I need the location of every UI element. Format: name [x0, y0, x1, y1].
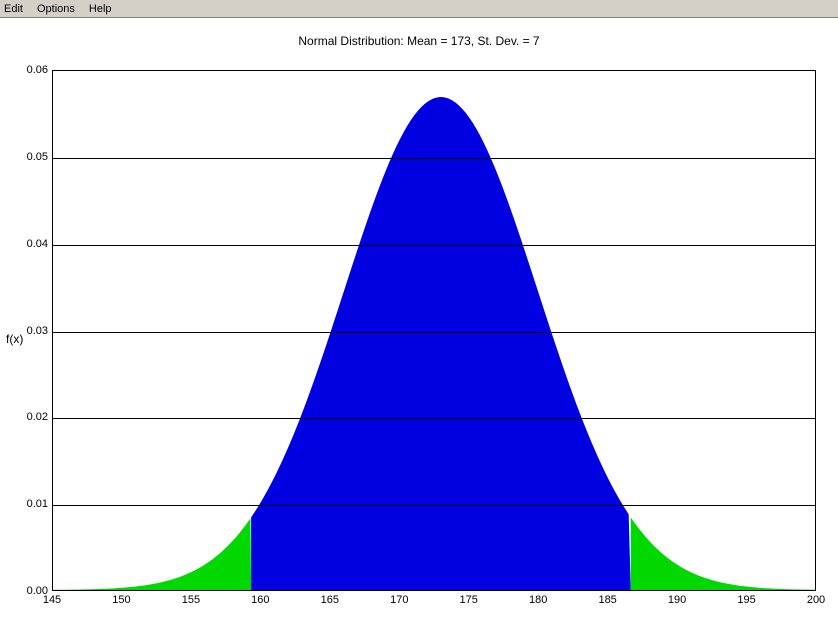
y-tick-label: 0.00 [6, 585, 48, 597]
x-tick-label: 195 [737, 594, 755, 606]
menu-edit[interactable]: Edit [2, 2, 31, 16]
distribution-region [251, 97, 631, 590]
gridline [53, 158, 815, 159]
chart-area: Normal Distribution: Mean = 173, St. Dev… [0, 18, 838, 629]
gridline [53, 418, 815, 419]
menu-options[interactable]: Options [35, 2, 83, 16]
x-tick-label: 165 [321, 594, 339, 606]
x-tick-label: 160 [251, 594, 269, 606]
chart-title: Normal Distribution: Mean = 173, St. Dev… [0, 34, 838, 48]
gridline [53, 245, 815, 246]
x-tick-label: 145 [43, 594, 61, 606]
y-tick-label: 0.06 [6, 64, 48, 76]
gridline [53, 505, 815, 506]
y-tick-label: 0.04 [6, 238, 48, 250]
x-tick-label: 180 [529, 594, 547, 606]
distribution-region [631, 517, 815, 590]
x-tick-label: 185 [598, 594, 616, 606]
distribution-region [53, 518, 251, 590]
x-tick-label: 150 [112, 594, 130, 606]
menu-help[interactable]: Help [87, 2, 120, 16]
x-tick-label: 190 [668, 594, 686, 606]
gridline [53, 332, 815, 333]
x-tick-label: 200 [807, 594, 825, 606]
x-tick-label: 170 [390, 594, 408, 606]
x-tick-label: 175 [460, 594, 478, 606]
x-tick-label: 155 [182, 594, 200, 606]
y-tick-label: 0.03 [6, 325, 48, 337]
plot-region [52, 70, 816, 591]
y-tick-label: 0.02 [6, 411, 48, 423]
y-tick-label: 0.01 [6, 498, 48, 510]
distribution-curve [53, 71, 815, 590]
menubar: Edit Options Help [0, 0, 838, 18]
y-tick-label: 0.05 [6, 151, 48, 163]
